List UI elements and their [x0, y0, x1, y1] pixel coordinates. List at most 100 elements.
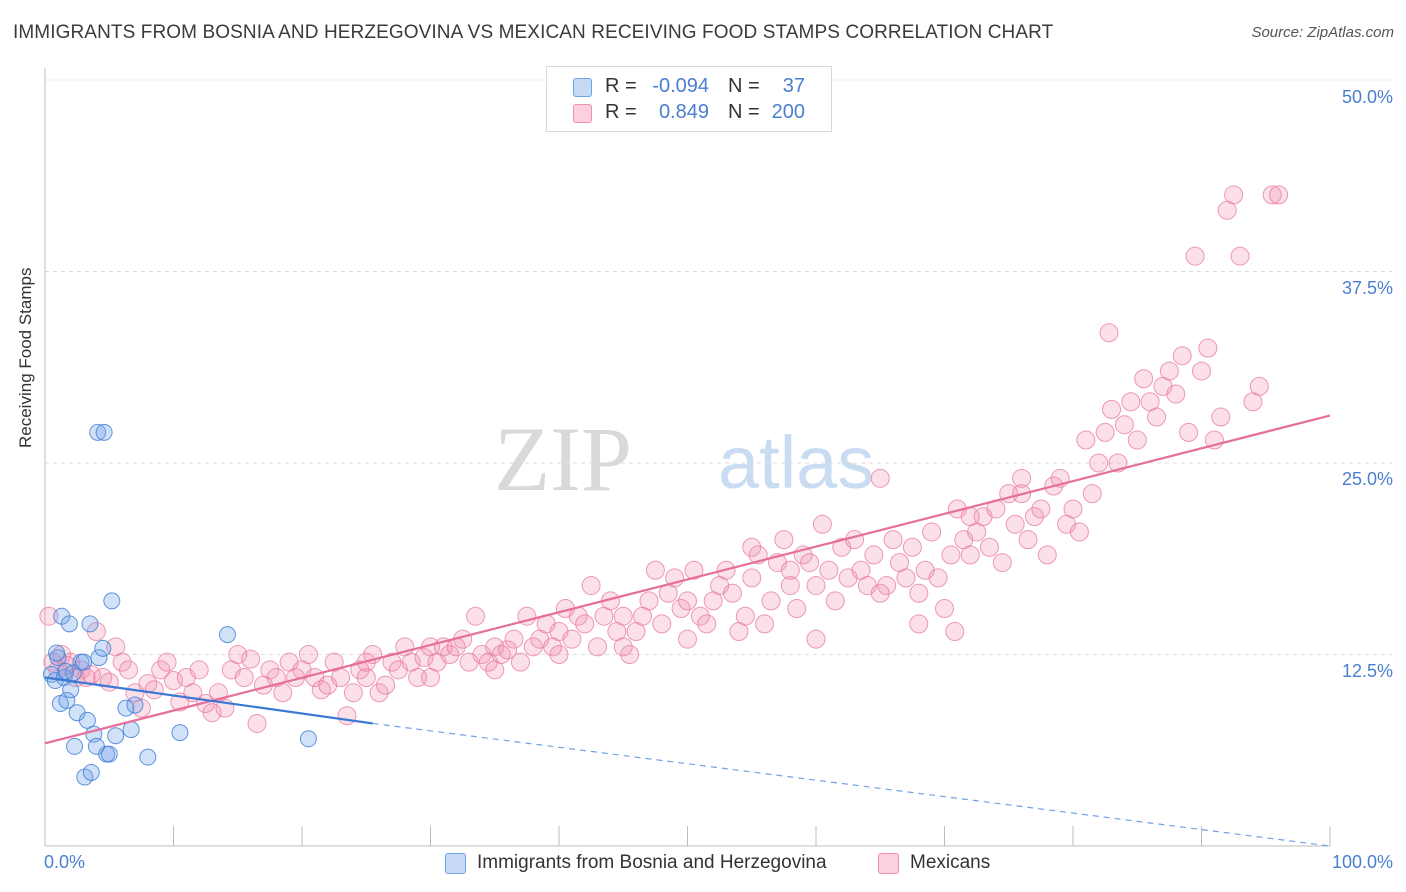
data-point-mexicans [864, 545, 884, 565]
data-point-bosnia [48, 644, 66, 662]
data-point-mexicans [247, 713, 267, 733]
data-point-mexicans [581, 576, 601, 596]
data-point-mexicans [1012, 468, 1032, 488]
data-point-mexicans [382, 652, 402, 672]
data-point-mexicans [1269, 185, 1289, 205]
data-point-mexicans [806, 576, 826, 596]
legend-r-label: R = [605, 101, 637, 123]
data-point-mexicans [645, 560, 665, 580]
x-tick-label: 0.0% [44, 852, 86, 872]
data-point-mexicans [735, 606, 755, 626]
y-tick-label: 50.0% [1341, 87, 1393, 107]
y-tick-label: 25.0% [1341, 469, 1393, 489]
data-point-mexicans [157, 652, 177, 672]
legend-row-bosnia: R = -0.094 N = 37 [547, 75, 831, 101]
data-point-bosnia [57, 662, 75, 680]
data-point-mexicans [356, 667, 376, 687]
data-point-mexicans [119, 660, 139, 680]
data-point-mexicans [485, 637, 505, 657]
data-point-bosnia [90, 649, 108, 667]
data-point-mexicans [1018, 530, 1038, 550]
data-point-mexicans [883, 530, 903, 550]
data-point-bosnia [66, 737, 84, 755]
legend-n-label: N = [728, 101, 760, 123]
data-point-bosnia [122, 721, 140, 739]
data-point-mexicans [510, 652, 530, 672]
data-point-mexicans [523, 637, 543, 657]
data-point-mexicans [1166, 384, 1186, 404]
trend-extension-bosnia [372, 722, 1331, 847]
data-point-bosnia [126, 696, 144, 714]
data-point-mexicans [945, 622, 965, 642]
data-point-mexicans [684, 560, 704, 580]
data-point-mexicans [1099, 323, 1119, 343]
data-point-mexicans [613, 606, 633, 626]
watermark: ZIP atlas [494, 408, 874, 510]
data-point-bosnia [95, 423, 113, 441]
legend-swatch-mexicans [573, 104, 592, 123]
legend-swatch-bosnia [445, 853, 466, 874]
data-point-mexicans [1249, 376, 1269, 396]
data-point-mexicans [1031, 499, 1051, 519]
data-point-mexicans [498, 640, 518, 660]
data-point-bosnia [75, 653, 93, 671]
data-point-bosnia [62, 681, 80, 699]
data-point-mexicans [343, 683, 363, 703]
data-point-mexicans [787, 599, 807, 619]
data-point-bosnia [171, 724, 189, 742]
data-point-mexicans [678, 591, 697, 611]
data-point-mexicans [241, 649, 261, 669]
data-point-mexicans [1082, 484, 1102, 504]
data-point-mexicans [1024, 507, 1044, 527]
data-point-mexicans [465, 606, 485, 626]
data-point-bosnia [82, 763, 100, 781]
data-point-bosnia [89, 423, 107, 441]
data-point-mexicans [935, 599, 954, 619]
y-tick-label: 37.5% [1341, 278, 1393, 298]
data-point-mexicans [690, 606, 710, 626]
data-point-mexicans [549, 645, 569, 664]
data-point-mexicans [144, 680, 164, 700]
data-point-mexicans [1089, 453, 1109, 473]
legend-n-value: 200 [771, 101, 805, 123]
data-point-mexicans [369, 683, 389, 703]
data-point-mexicans [1121, 392, 1141, 412]
trend-line-bosnia [44, 676, 373, 725]
data-point-mexicans [1037, 545, 1057, 565]
data-point-mexicans [273, 683, 293, 703]
data-point-bosnia [78, 711, 96, 729]
data-point-mexicans [960, 507, 980, 527]
data-point-mexicans [800, 553, 820, 573]
legend-label: Immigrants from Bosnia and Herzegovina [477, 852, 827, 873]
data-point-mexicans [1224, 185, 1244, 205]
series-mexicans [39, 185, 1289, 733]
data-point-mexicans [979, 537, 999, 557]
data-point-mexicans [1102, 399, 1122, 419]
data-point-mexicans [1076, 430, 1096, 450]
data-point-bosnia [94, 639, 112, 657]
data-point-mexicans [742, 537, 762, 557]
legend-swatch-mexicans [878, 853, 899, 874]
data-point-mexicans [1262, 185, 1282, 205]
data-point-mexicans [350, 660, 370, 680]
data-point-mexicans [504, 629, 524, 649]
data-point-mexicans [562, 629, 582, 649]
trend-lines [44, 414, 1331, 847]
data-point-mexicans [164, 671, 183, 691]
data-point-mexicans [819, 560, 839, 580]
legend-n-value: 37 [782, 75, 805, 97]
data-point-mexicans [992, 553, 1012, 573]
data-point-mexicans [755, 614, 775, 634]
data-point-mexicans [1147, 407, 1167, 427]
data-point-mexicans [39, 606, 59, 626]
data-point-mexicans [812, 514, 832, 534]
data-point-mexicans [151, 660, 171, 680]
legend-swatch-bosnia [573, 78, 592, 97]
data-point-mexicans [1134, 369, 1154, 389]
data-point-bosnia [103, 592, 121, 610]
source-label: Source: ZipAtlas.com [1251, 24, 1394, 41]
data-point-mexicans [845, 530, 865, 550]
data-point-bosnia [117, 699, 135, 717]
data-point-mexicans [298, 645, 318, 664]
data-point-mexicans [1114, 415, 1134, 435]
